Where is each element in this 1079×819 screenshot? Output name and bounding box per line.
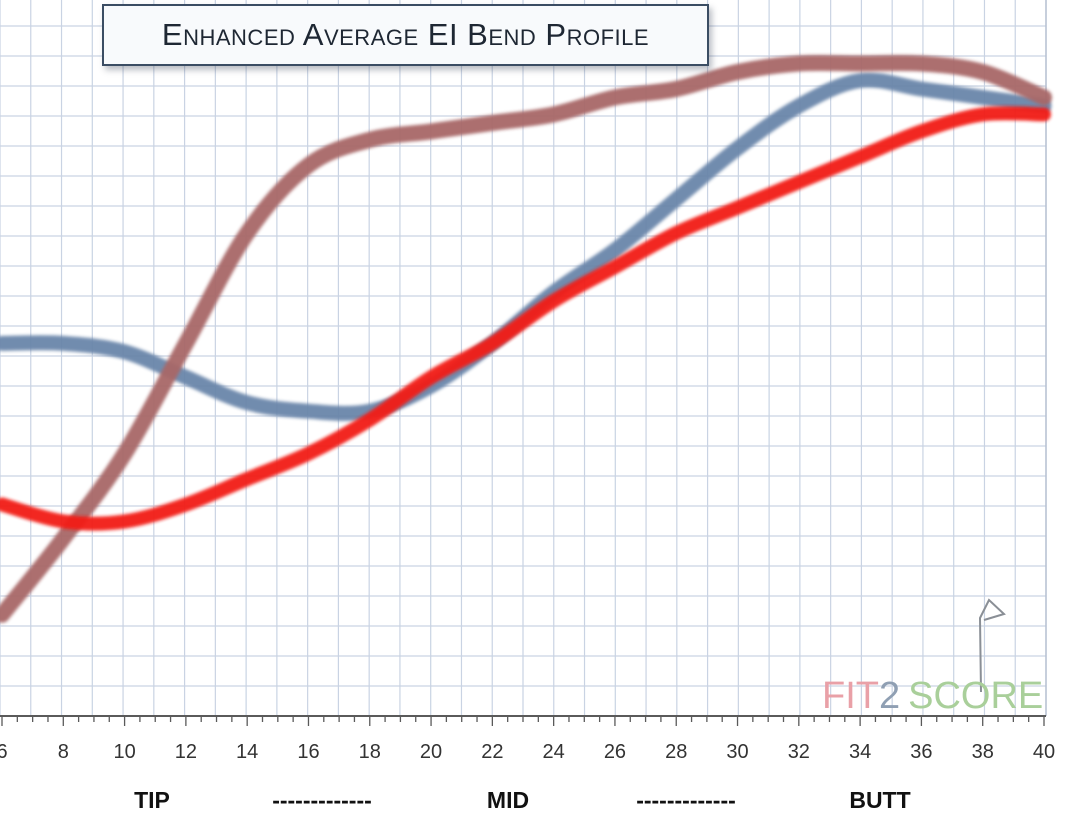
x-tick-label: 32 (788, 741, 810, 763)
region-label: ------------- (272, 787, 372, 813)
x-tick-label: 16 (297, 741, 319, 763)
x-tick-label: 12 (175, 741, 197, 763)
x-tick-label: 20 (420, 741, 442, 763)
region-labels: TIP ------------- MID ------------- BUTT (134, 787, 911, 813)
x-tick-label: 36 (910, 741, 932, 763)
x-axis (0, 715, 1046, 726)
region-label: MID (487, 787, 529, 813)
x-tick-label: 34 (849, 741, 871, 763)
x-tick-label: 22 (481, 741, 503, 763)
watermark-2: 2 (879, 675, 900, 717)
region-label: ------------- (636, 787, 736, 813)
x-tick-labels: 6 8 10 12 14 16 18 20 22 24 26 28 30 32 34 36 38 40 (0, 741, 1055, 763)
x-tick-label: 6 (0, 741, 8, 763)
series-line-brown (0, 54, 1052, 623)
x-tick-label: 8 (58, 741, 69, 763)
x-tick-label: 10 (113, 741, 135, 763)
chart-title: Enhanced Average EI Bend Profile (161, 17, 650, 52)
fit2score-watermark: FIT2 SCORE (822, 598, 1043, 717)
region-label: BUTT (849, 787, 910, 813)
watermark-fit: FIT (822, 675, 879, 717)
region-label: TIP (134, 787, 170, 813)
x-tick-label: 38 (972, 741, 994, 763)
watermark-score: SCORE (908, 675, 1043, 717)
x-tick-label: 14 (236, 741, 258, 763)
chart-title-box: Enhanced Average EI Bend Profile (102, 4, 709, 66)
x-tick-label: 24 (543, 741, 565, 763)
series-lines (0, 54, 1052, 623)
x-tick-label: 30 (726, 741, 748, 763)
flag-icon (978, 598, 1006, 693)
x-tick-label: 40 (1033, 741, 1055, 763)
x-tick-label: 28 (665, 741, 687, 763)
x-tick-label: 26 (604, 741, 626, 763)
x-tick-label: 18 (359, 741, 381, 763)
grid (0, 0, 1047, 716)
series-line-red (0, 106, 1051, 531)
